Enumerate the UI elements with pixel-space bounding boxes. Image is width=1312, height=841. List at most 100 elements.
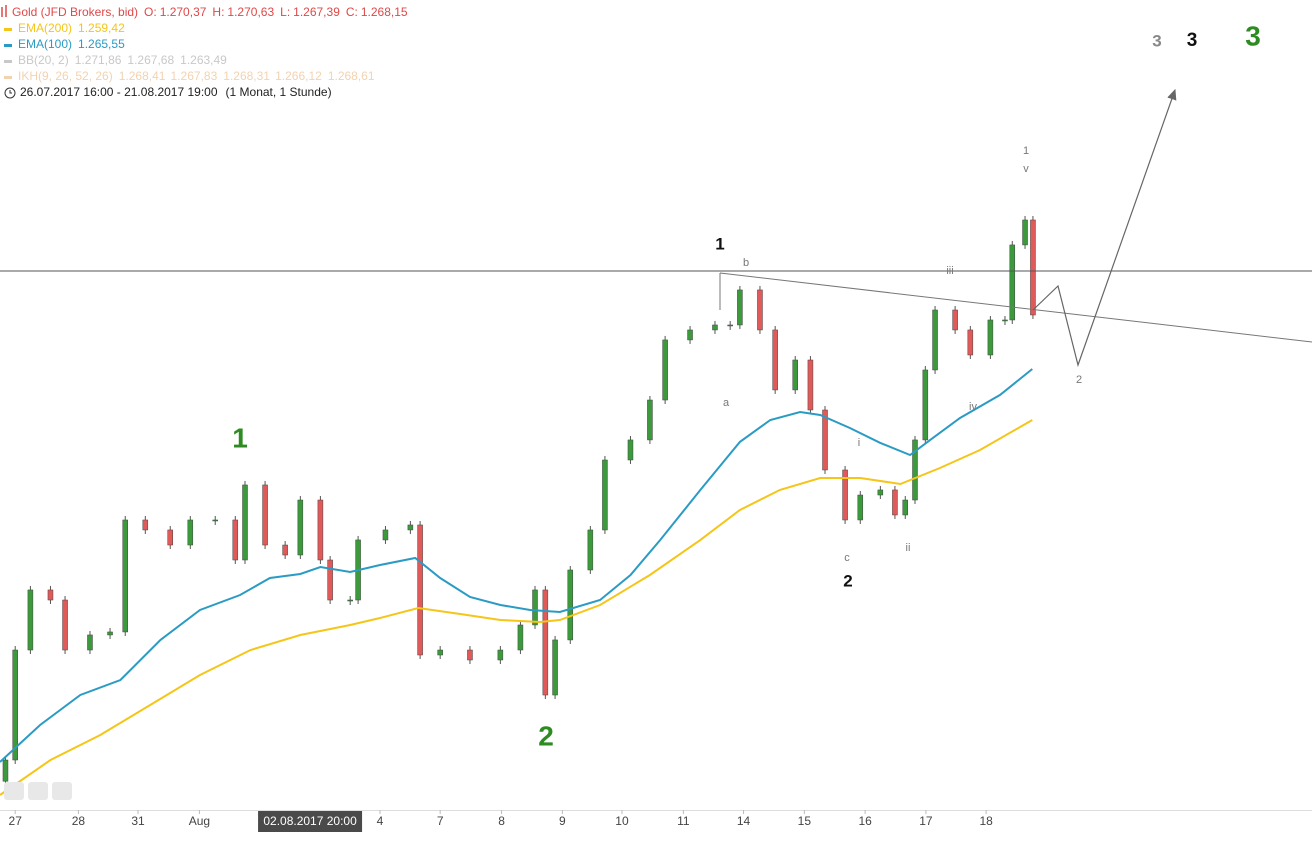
candle	[532, 589, 538, 626]
zoom-button[interactable]	[4, 782, 24, 800]
cursor-label: 02.08.2017 20:00	[263, 814, 357, 828]
candle	[1002, 319, 1008, 322]
x-tick-label: 18	[979, 814, 993, 828]
clock-hand	[9, 90, 12, 94]
legend-row: IKH(9, 26, 52, 26) 1.268,41 1.267,83 1.268,…	[18, 69, 375, 83]
candle	[542, 589, 549, 696]
legend-row: EMA(100) 1.265,55	[18, 37, 125, 51]
candle	[602, 459, 608, 531]
legend-row: BB(20, 2) 1.271,86 1.267,68 1.263,49	[18, 53, 227, 67]
x-tick-label: 10	[615, 814, 629, 828]
candle	[687, 329, 693, 341]
candle	[932, 309, 938, 371]
legend-row: 26.07.2017 16:00 - 21.08.2017 19:00 (1 Mo…	[20, 85, 332, 99]
candle	[902, 499, 909, 516]
cursor-label-box	[258, 811, 363, 832]
indicator-value: 1.266,12	[275, 69, 322, 83]
candle	[952, 309, 958, 331]
candle	[1009, 244, 1016, 321]
wave-label: 3	[1245, 20, 1261, 51]
legend-value: 1.259,42	[78, 21, 125, 35]
date-range: 26.07.2017 16:00 - 21.08.2017 19:00	[20, 85, 218, 99]
ohlc-name: L:	[280, 5, 290, 19]
candle	[987, 319, 994, 356]
legend-row: Gold (JFD Brokers, bid) O: 1.270,37 H: 1.270…	[12, 5, 408, 19]
candle	[567, 569, 574, 641]
wave-label: ii	[906, 542, 911, 554]
indicator-value: 1.267,68	[127, 53, 174, 67]
zoom-button[interactable]	[52, 782, 72, 800]
candle	[467, 649, 473, 661]
trend-line	[719, 272, 1312, 343]
wave-label: b	[743, 257, 749, 269]
x-tick-label: 4	[377, 814, 384, 828]
indicator-value: 1.268,41	[119, 69, 166, 83]
wave-label: 1	[1023, 145, 1029, 157]
candle	[712, 324, 718, 331]
candle	[627, 439, 634, 461]
candle	[967, 329, 974, 356]
legend-swatch	[4, 28, 12, 31]
chart-title: Gold (JFD Brokers, bid)	[12, 5, 138, 19]
candle	[262, 484, 268, 546]
candle	[1022, 219, 1028, 246]
candle	[327, 559, 333, 601]
candle	[757, 289, 763, 331]
candle	[587, 529, 594, 571]
interval: (1 Monat, 1 Stunde)	[226, 85, 332, 99]
candle	[737, 289, 743, 326]
wave-label: 2	[1076, 374, 1082, 386]
ohlc-value: 1.268,15	[361, 5, 408, 19]
legend-swatch	[4, 44, 12, 47]
wave-label: i	[858, 437, 860, 449]
zoom-button[interactable]	[28, 782, 48, 800]
wave-label: v	[1023, 163, 1029, 175]
x-tick-label: 31	[131, 814, 145, 828]
ohlc-name: C:	[346, 5, 358, 19]
candle	[12, 649, 18, 761]
x-tick-label: 9	[559, 814, 566, 828]
candle	[822, 409, 828, 471]
candle	[497, 649, 504, 661]
candle	[382, 529, 389, 541]
legend-value: 1.265,55	[78, 37, 125, 51]
x-tick-label: 16	[858, 814, 872, 828]
ohlc-name: O:	[144, 5, 157, 19]
candle	[437, 649, 443, 656]
wave-label: 3	[1152, 31, 1161, 50]
zoom-buttons[interactable]	[4, 782, 72, 800]
x-axis-area	[0, 810, 1312, 836]
candle	[232, 519, 239, 561]
candle	[517, 624, 524, 651]
legend-name: EMA(100)	[18, 37, 72, 51]
candle	[317, 499, 324, 561]
ohlc-name: H:	[212, 5, 224, 19]
candle	[552, 639, 558, 696]
candle	[912, 439, 918, 501]
indicator-value: 1.263,49	[180, 53, 227, 67]
clock-icon	[4, 87, 16, 99]
indicator-value: 1.267,83	[171, 69, 218, 83]
candle	[1030, 219, 1036, 316]
wave-label: 1	[232, 422, 248, 453]
candle	[877, 489, 884, 496]
wave-label: 3	[1187, 30, 1198, 51]
x-tick-label: Aug	[189, 814, 210, 828]
wave-label: c	[844, 552, 850, 564]
x-tick-label: 17	[919, 814, 933, 828]
candle	[407, 524, 414, 531]
candle	[47, 589, 54, 601]
indicator-value: 1.268,31	[223, 69, 270, 83]
legend-swatch	[4, 60, 12, 63]
ohlc-value: 1.267,39	[293, 5, 340, 19]
candle	[187, 519, 194, 546]
ema-line	[0, 368, 1033, 763]
legend: Gold (JFD Brokers, bid) O: 1.270,37 H: 1.270…	[1, 5, 408, 99]
x-tick-label: 7	[437, 814, 444, 828]
candle	[727, 324, 733, 327]
x-tick-label: 8	[498, 814, 505, 828]
candle	[282, 544, 288, 556]
indicator-value: 1.271,86	[75, 53, 122, 67]
candle	[647, 399, 653, 441]
